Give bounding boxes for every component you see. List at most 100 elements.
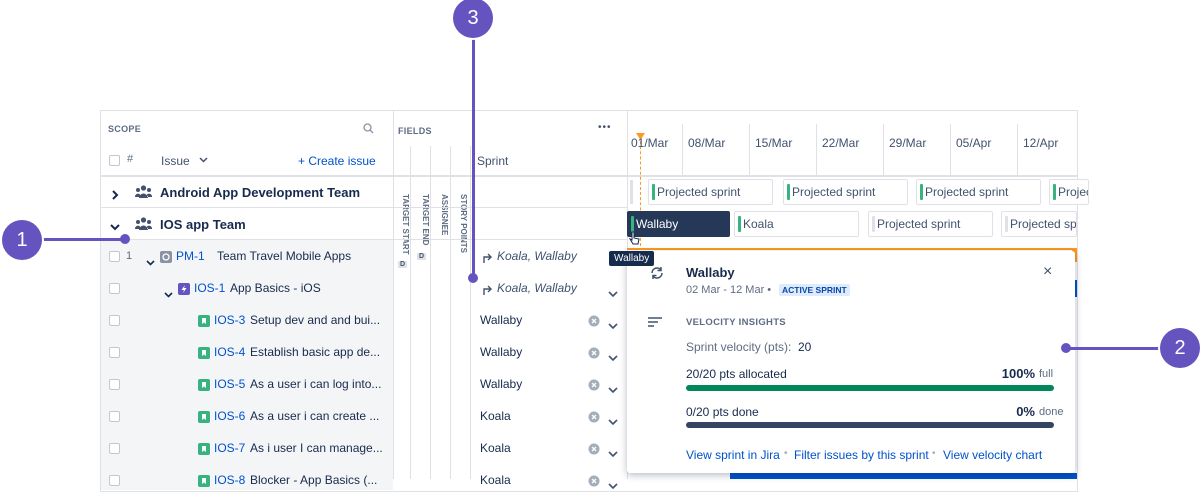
section-header: VELOCITY INSIGHTS — [686, 317, 786, 328]
sprint-bar[interactable]: Projected sprint — [783, 179, 908, 205]
hash: # — [127, 153, 134, 165]
issue-summary: As i user I can manage... — [250, 441, 383, 455]
done-percent: 0% — [1016, 404, 1035, 419]
date-divider — [682, 124, 683, 176]
issue-type-icon — [198, 378, 210, 391]
issue-key[interactable]: IOS-1 — [194, 281, 226, 295]
issue-key[interactable]: IOS-6 — [214, 409, 246, 423]
date-divider — [950, 124, 951, 176]
issue-key[interactable]: IOS-8 — [214, 473, 246, 487]
expand-chevron — [110, 187, 120, 200]
insights-icon — [648, 317, 662, 327]
issue-dropdown[interactable]: Issue — [161, 154, 190, 168]
issue-summary: Establish basic app de... — [250, 345, 381, 359]
dropdown-chevron — [608, 445, 618, 458]
checkbox[interactable] — [109, 347, 120, 358]
checkbox[interactable] — [109, 475, 120, 486]
timeline-bar — [730, 473, 1077, 479]
issue-summary: Blocker - App Basics (... — [250, 473, 378, 487]
done-bar — [686, 422, 1054, 428]
issue-summary: Setup dev and and bui... — [250, 313, 381, 327]
date-divider — [1017, 124, 1018, 176]
link[interactable]: Filter issues by this sprint — [794, 448, 929, 462]
issue-summary: As a user i can create ... — [250, 409, 380, 423]
clear-icon — [588, 378, 600, 391]
sprint-bar[interactable]: Koala — [734, 211, 859, 237]
issue-type-icon — [198, 346, 210, 359]
row-divider — [101, 239, 627, 240]
today-marker — [636, 133, 645, 140]
sprint-bar[interactable]: Projected sprint — [648, 179, 773, 205]
clear-icon — [588, 442, 600, 455]
date-label: 29/Mar — [889, 136, 927, 150]
clear-icon — [588, 410, 600, 423]
issue-summary: Team Travel Mobile Apps — [217, 249, 352, 263]
rollup-arrow — [482, 282, 492, 295]
today-line — [640, 136, 641, 246]
date-label: 01/Mar — [631, 136, 669, 150]
checkbox[interactable] — [109, 443, 120, 454]
cursor — [628, 231, 640, 245]
issue-key[interactable]: IOS-4 — [214, 345, 246, 359]
expand-chevron — [110, 219, 120, 231]
issue-summary: App Basics - iOS — [230, 281, 321, 295]
sprint-value: Koala, Wallaby — [497, 281, 577, 295]
issue-type-icon — [198, 410, 210, 423]
checkbox[interactable] — [109, 283, 120, 294]
dropdown-chevron — [608, 413, 618, 426]
issue-type-icon — [198, 442, 210, 455]
issue-type-icon — [198, 314, 210, 327]
popup-dates: 02 Mar - 12 Mar • — [686, 284, 772, 296]
sprint-bar[interactable]: Projected sprint — [1049, 179, 1089, 205]
sprint-bar[interactable]: Projected sprint — [868, 211, 993, 237]
callout: 1 — [2, 220, 42, 260]
field-column-header: ASSIGNEE — [440, 194, 449, 236]
checkbox[interactable] — [109, 315, 120, 326]
clear-icon — [588, 346, 600, 359]
sprint-value: Wallaby — [480, 345, 523, 359]
search-icon[interactable] — [363, 123, 374, 134]
allocated-percent: 100% — [1001, 366, 1035, 381]
link[interactable]: View sprint in Jira — [686, 448, 780, 462]
field-column-header: STORY POINTS — [459, 194, 468, 253]
checkbox[interactable] — [109, 251, 120, 262]
scope-header: SCOPE — [108, 124, 142, 134]
status-lozenge: ACTIVE SPRINT — [779, 284, 850, 296]
create-issue[interactable]: + Create issue — [298, 154, 376, 168]
clear-icon — [588, 474, 600, 487]
checkbox[interactable] — [109, 411, 120, 422]
sprint-bar[interactable]: Projected sprint — [916, 179, 1041, 205]
issue-key[interactable]: PM-1 — [176, 249, 205, 263]
date-label: 15/Mar — [755, 136, 793, 150]
issue-type-icon — [178, 282, 190, 295]
issue-type-icon — [198, 474, 210, 487]
team-icon — [134, 217, 153, 230]
issue-key[interactable]: IOS-3 — [214, 313, 246, 327]
sprint-value: Koala, Wallaby — [497, 249, 577, 263]
sprint-value: Wallaby — [480, 313, 523, 327]
link[interactable]: View velocity chart — [943, 448, 1043, 462]
select-all[interactable] — [109, 155, 120, 166]
date-label: 12/Apr — [1023, 136, 1059, 150]
field-column-header: TARGET START — [401, 194, 410, 255]
row-divider — [101, 207, 627, 208]
issue-key[interactable]: IOS-5 — [214, 377, 246, 391]
date-badge: D — [398, 261, 408, 268]
scope-bg — [101, 240, 393, 490]
sprint-value: Koala — [480, 473, 511, 487]
sprint-bar[interactable]: Wallaby — [627, 211, 730, 237]
more-menu[interactable]: ••• — [598, 122, 612, 133]
checkbox[interactable] — [109, 379, 120, 390]
sprint-stub — [630, 180, 634, 204]
popup-title: Wallaby — [686, 265, 735, 280]
issue-type-icon — [160, 250, 172, 263]
done-suffix: done — [1039, 406, 1064, 418]
close[interactable]: × — [1043, 263, 1053, 280]
sprint-icon — [651, 267, 663, 279]
callout: 3 — [453, 0, 493, 38]
sprint-bar[interactable]: Projected sprint — [1001, 211, 1077, 237]
allocated-bar — [686, 385, 1054, 391]
allocated-label: 20/20 pts allocated — [686, 367, 787, 381]
issue-key[interactable]: IOS-7 — [214, 441, 246, 455]
dropdown-chevron — [608, 477, 618, 490]
